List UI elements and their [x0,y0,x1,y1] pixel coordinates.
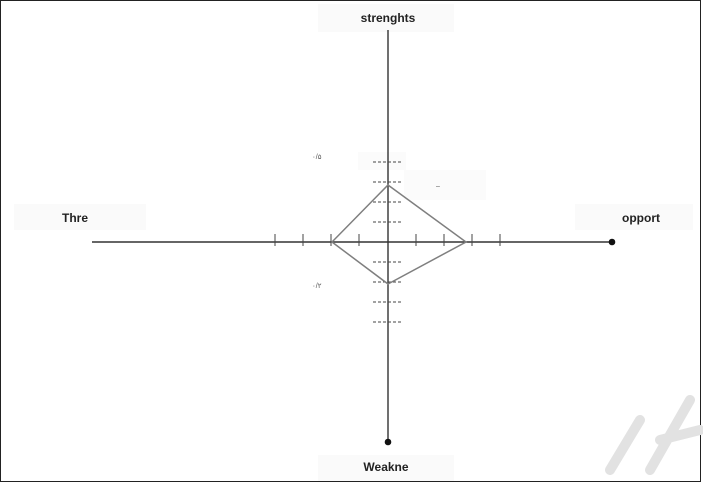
watermark-shape [605,395,703,475]
lower-annotation: ٠/٢ [312,283,322,290]
bottom-label-box [318,455,454,481]
mark-annotation: – [436,183,440,190]
right-axis-endpoint [608,238,616,246]
left-label-box [14,204,146,230]
weaknesses-label: Weakne [363,460,408,474]
upper-annotation-box [358,152,406,170]
right-label-box [575,204,693,230]
mark-box [404,170,486,200]
threats-label: Thre [62,211,88,225]
vertical-ticks [373,161,403,323]
upper-annotation: ٠/۵ [312,154,322,161]
top-label-box [318,4,454,32]
strengths-label: strenghts [361,11,416,25]
strategy-diamond [330,184,468,285]
horizontal-ticks [274,234,501,246]
bottom-axis-endpoint [384,438,392,446]
opportunities-label: opport [622,211,660,225]
